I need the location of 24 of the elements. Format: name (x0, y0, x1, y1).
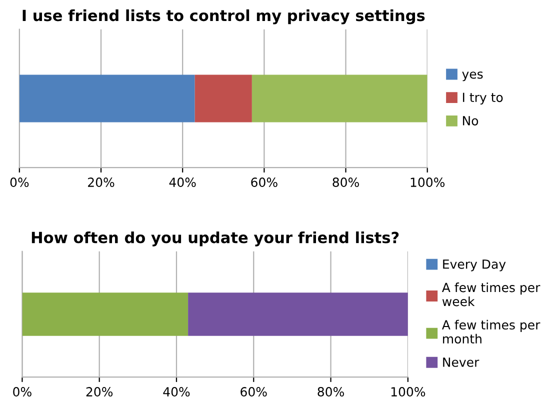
bar (19, 74, 195, 122)
x-tick-label: 20% (86, 387, 113, 396)
legend-label: yes (462, 72, 483, 82)
legend-label: A few times per week (442, 282, 540, 306)
legend-label: I try to (462, 92, 503, 105)
x-tick-label: 0% (10, 178, 29, 187)
x-tick-label: 40% (169, 178, 196, 187)
legend-label: Every Day (443, 260, 506, 272)
x-tick-label: 60% (240, 387, 267, 396)
x-tick-label: 100% (410, 178, 445, 187)
x-tick-label: 20% (88, 178, 114, 187)
x-tick-label: 80% (318, 387, 344, 396)
x-tick-label: 40% (163, 387, 190, 396)
chart-title: I use friend lists to control my privacy settings (22, 9, 425, 24)
bar (194, 74, 252, 122)
legend-label: No (462, 116, 478, 126)
bar (252, 74, 428, 122)
x-tick-label: 80% (332, 178, 359, 187)
legend-label: Never (443, 358, 480, 367)
x-tick-label: 60% (251, 178, 278, 187)
x-tick-label: 0% (13, 387, 32, 396)
chart-title: How often do you update your friend lists? (32, 231, 399, 246)
legend-label: A few times per month (442, 320, 540, 344)
x-tick-label: 100% (391, 387, 426, 396)
